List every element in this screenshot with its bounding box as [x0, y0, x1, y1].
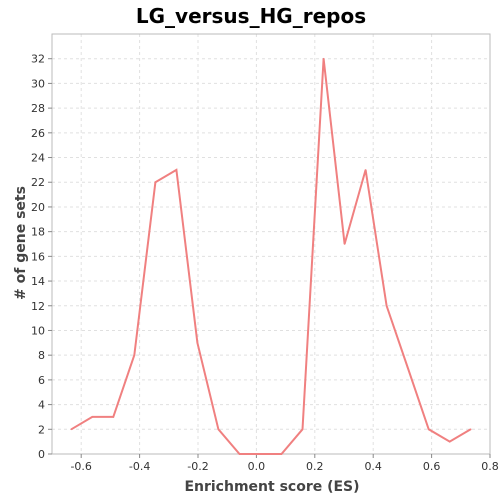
- y-tick-label: 2: [38, 423, 45, 436]
- x-tick-label: -0.6: [70, 460, 91, 473]
- y-tick-label: 18: [31, 226, 45, 239]
- y-tick-label: 8: [38, 349, 45, 362]
- y-tick-label: 26: [31, 127, 45, 140]
- x-axis-ticks: -0.6 -0.4 -0.2 0.0 0.2 0.4 0.6 0.8: [70, 454, 499, 473]
- data-point: [259, 453, 262, 455]
- y-axis-label: # of gene sets: [13, 186, 29, 300]
- y-tick-label: 32: [31, 53, 45, 66]
- x-tick-label: 0.0: [248, 460, 266, 473]
- y-tick-label: 28: [31, 102, 45, 115]
- data-point: [154, 181, 157, 184]
- y-tick-label: 6: [38, 374, 45, 387]
- y-tick-label: 22: [31, 176, 45, 189]
- data-point: [406, 366, 409, 369]
- data-point: [217, 428, 220, 431]
- y-tick-label: 14: [31, 275, 45, 288]
- data-point: [448, 440, 451, 443]
- data-point: [70, 428, 73, 431]
- data-point: [343, 243, 346, 245]
- data-point: [112, 416, 115, 418]
- data-point: [427, 428, 430, 431]
- data-point: [469, 428, 472, 431]
- grid-lines: [52, 34, 491, 455]
- data-point: [196, 342, 199, 344]
- data-point: [280, 453, 283, 455]
- plot-border: [51, 33, 491, 455]
- data-point: [91, 416, 94, 418]
- x-tick-label: -0.2: [187, 460, 208, 473]
- chart-title: LG_versus_HG_repos: [136, 4, 366, 28]
- x-tick-label: 0.6: [423, 460, 441, 473]
- series-line: [70, 58, 472, 455]
- y-tick-label: 20: [31, 201, 45, 214]
- x-tick-label: 0.8: [481, 460, 499, 473]
- data-point: [322, 57, 325, 60]
- data-point: [133, 354, 136, 356]
- data-point: [175, 169, 178, 171]
- data-point: [364, 169, 367, 171]
- data-point: [238, 453, 241, 455]
- plot-frame: [51, 33, 491, 455]
- x-tick-label: 0.2: [306, 460, 324, 473]
- y-tick-label: 12: [31, 300, 45, 313]
- y-tick-label: 16: [31, 250, 45, 263]
- y-tick-label: 10: [31, 324, 45, 337]
- data-point: [301, 428, 304, 431]
- y-tick-label: 30: [31, 77, 45, 90]
- y-tick-label: 0: [38, 448, 45, 461]
- data-point: [385, 304, 388, 307]
- y-tick-label: 4: [38, 399, 45, 412]
- y-tick-label: 24: [31, 152, 45, 165]
- x-tick-label: -0.4: [129, 460, 150, 473]
- x-axis-label: Enrichment score (ES): [184, 479, 359, 495]
- series-layer: [70, 57, 472, 455]
- x-tick-label: 0.4: [364, 460, 382, 473]
